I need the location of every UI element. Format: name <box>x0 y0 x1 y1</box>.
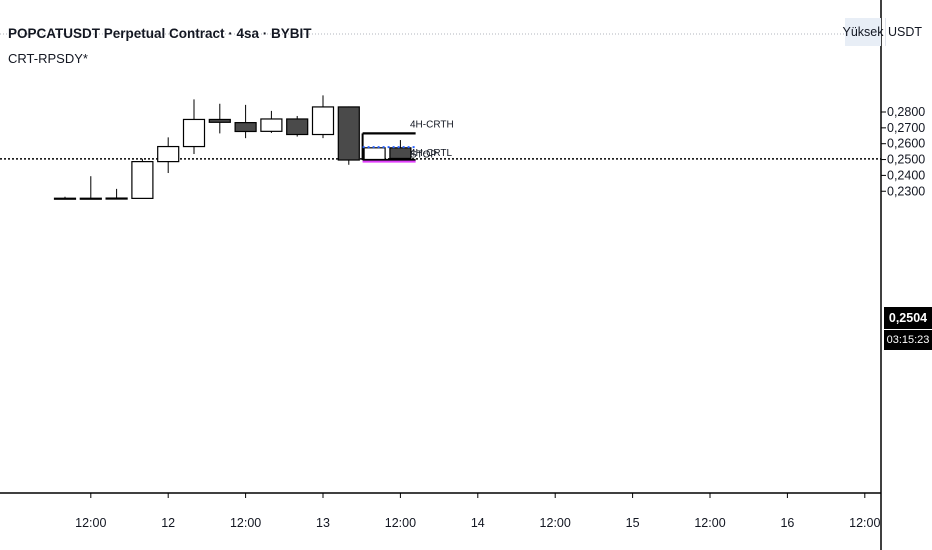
candle-body <box>311 106 335 136</box>
candle <box>234 104 257 139</box>
candle <box>363 147 386 161</box>
x-tick-label: 14 <box>471 516 485 530</box>
candle-countdown-label: 03:15:23 <box>884 330 932 350</box>
current-price-label: 0,2504 <box>884 307 932 329</box>
candle-body <box>182 118 206 148</box>
x-tick-label: 12:00 <box>230 516 261 530</box>
candle <box>157 137 180 174</box>
x-tick-label: 12:00 <box>385 516 416 530</box>
y-tick-label: 0,2600 <box>887 137 925 151</box>
candle <box>105 188 128 200</box>
candle <box>131 158 154 199</box>
candle-body <box>131 161 154 199</box>
candle <box>53 196 77 200</box>
x-tick-label: 12:00 <box>694 516 725 530</box>
x-tick-label: 12:00 <box>540 516 571 530</box>
candle <box>286 115 309 137</box>
level-label-4h-crtl: 4H-CRTL <box>410 148 452 159</box>
x-tick-label: 13 <box>316 516 330 530</box>
x-tick-label: 15 <box>626 516 640 530</box>
x-tick-label: 12 <box>161 516 175 530</box>
chart-title: POPCATUSDT Perpetual Contract · 4sa · BY… <box>8 26 312 41</box>
candle-body <box>208 118 231 123</box>
candle-body <box>389 147 412 160</box>
candle-body <box>363 147 386 161</box>
candle-body <box>234 122 257 133</box>
candle <box>337 106 360 165</box>
x-tick-label: 12:00 <box>75 516 106 530</box>
y-tick-label: 0,2500 <box>887 153 925 167</box>
candle <box>182 99 206 155</box>
candle <box>311 95 335 139</box>
candle-body <box>337 106 360 161</box>
x-tick-label: 12:00 <box>849 516 880 530</box>
candle-body <box>157 145 180 163</box>
candle-body <box>260 118 283 132</box>
y-tick-label: 0,2400 <box>887 168 925 182</box>
y-tick-label: 0,2800 <box>887 105 925 119</box>
high-badge[interactable]: Yüksek <box>843 18 884 46</box>
candle <box>260 110 283 133</box>
candle-body <box>105 197 128 200</box>
level-label-stop: STOP <box>410 150 437 161</box>
level-label-4h-crth: 4H-CRTH <box>410 119 454 130</box>
candle-body <box>53 197 77 200</box>
candle-body <box>286 118 309 136</box>
y-tick-label: 0,2700 <box>887 121 925 135</box>
y-tick-label: 0,2300 <box>887 184 925 198</box>
candle <box>79 176 102 200</box>
currency-selector[interactable]: USDT <box>885 18 924 46</box>
x-tick-label: 16 <box>780 516 794 530</box>
candle <box>208 103 231 134</box>
candle <box>389 140 412 162</box>
indicator-label[interactable]: CRT-RPSDY* <box>8 51 88 66</box>
candle-body <box>79 197 102 200</box>
